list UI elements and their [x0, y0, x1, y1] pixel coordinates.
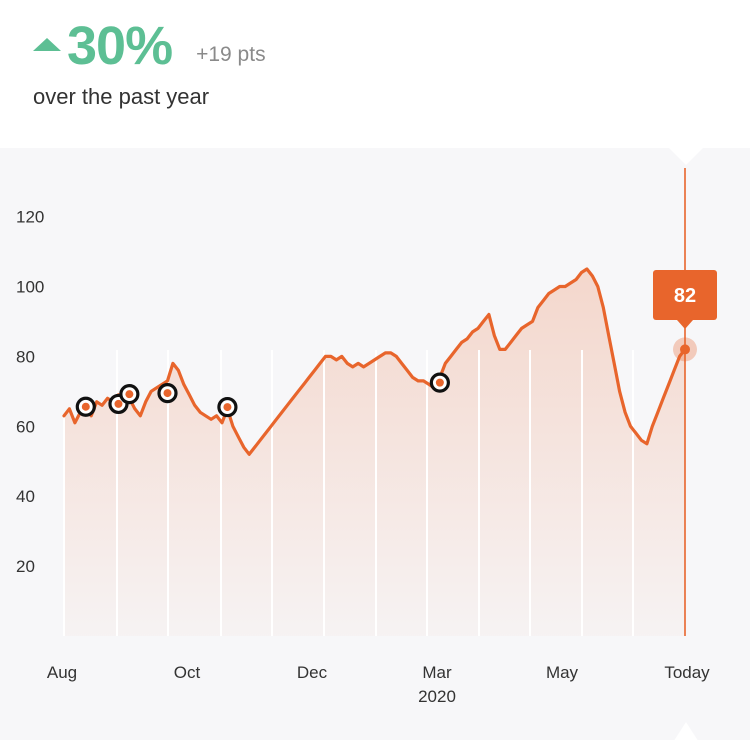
chart-area-layer: [63, 269, 685, 636]
triangle-up-icon: [33, 37, 61, 51]
event-marker[interactable]: [108, 393, 129, 415]
x-tick-sublabel: 2020: [418, 687, 456, 706]
x-tick-label: May: [546, 663, 579, 682]
series-line: [62, 267, 687, 456]
change-points: +19 pts: [196, 43, 266, 66]
period-text: over the past year: [33, 84, 210, 109]
summary-header: 30% +19 pts over the past year: [0, 0, 750, 148]
x-tick-label: Mar: [422, 663, 452, 682]
y-tick-label: 20: [16, 557, 35, 576]
event-markers[interactable]: [75, 372, 450, 418]
x-tick-label: Dec: [297, 663, 328, 682]
cursor-dot[interactable]: [680, 344, 690, 355]
change-percent: 30%: [67, 16, 173, 76]
x-axis-ticks: Aug Oct Dec Mar 2020 May Today: [47, 663, 710, 706]
y-tick-label: 120: [16, 208, 44, 227]
tooltip-value: 82: [674, 285, 696, 307]
event-marker[interactable]: [429, 372, 450, 393]
event-marker[interactable]: [75, 396, 96, 417]
change-row: 30% +19 pts: [33, 18, 266, 74]
x-tick-label: Oct: [174, 663, 201, 682]
current-cursor[interactable]: 82: [653, 168, 717, 636]
event-marker[interactable]: [157, 382, 178, 404]
event-marker[interactable]: [119, 384, 140, 405]
x-tick-label: Today: [664, 663, 710, 682]
y-tick-label: 40: [16, 487, 35, 506]
area-fill: [64, 269, 685, 636]
header-pointer: [668, 147, 704, 165]
y-tick-label: 60: [16, 417, 35, 436]
value-tooltip: 82: [653, 270, 717, 329]
y-tick-label: 80: [16, 347, 35, 366]
y-axis-ticks: 20 40 60 80 100 120: [16, 208, 44, 576]
y-tick-label: 100: [16, 278, 44, 297]
chart-line-layer: [62, 267, 687, 456]
footer-strip: [0, 740, 750, 750]
event-marker[interactable]: [217, 396, 238, 418]
x-tick-label: Aug: [47, 663, 77, 682]
